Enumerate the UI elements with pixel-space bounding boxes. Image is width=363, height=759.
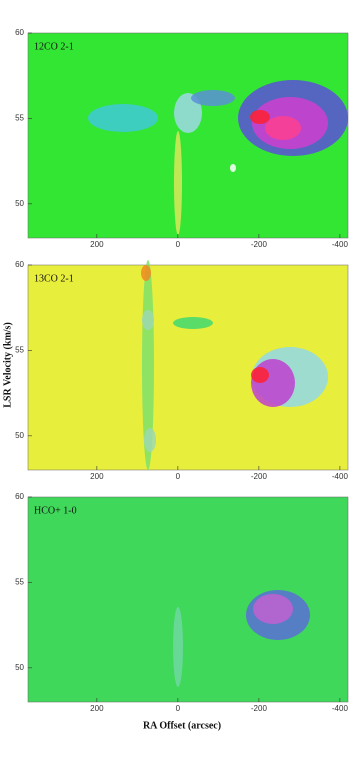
x-tick-label: -400 [332, 472, 349, 481]
emission-region [174, 131, 182, 235]
y-tick-label: 55 [15, 578, 24, 587]
y-tick-label: 60 [15, 260, 24, 269]
x-tick-label: 0 [176, 240, 181, 249]
x-tick-label: -400 [332, 704, 349, 713]
panel-label: HCO+ 1-0 [34, 505, 77, 516]
panel [27, 260, 349, 471]
x-tick-label: -200 [251, 240, 268, 249]
emission-region [253, 594, 293, 624]
y-tick-label: 55 [15, 114, 24, 123]
x-tick-label: 200 [90, 472, 104, 481]
y-tick-label: 55 [15, 346, 24, 355]
emission-region [88, 104, 158, 132]
x-tick-label: 200 [90, 704, 104, 713]
y-tick-label: 50 [15, 663, 24, 672]
x-axis-label: RA Offset (arcsec) [143, 720, 221, 731]
emission-region [230, 164, 236, 172]
x-tick-label: -200 [251, 472, 268, 481]
emission-region [141, 265, 151, 281]
y-tick-label: 60 [15, 492, 24, 501]
y-tick-label: 60 [15, 28, 24, 37]
emission-region [144, 428, 156, 452]
y-axis-label: LSR Velocity (km/s) [2, 322, 13, 408]
emission-region [174, 93, 202, 133]
panel-label: 13CO 2-1 [34, 273, 74, 284]
panel-label: 12CO 2-1 [34, 41, 74, 52]
emission-region [173, 607, 183, 687]
emission-region [173, 317, 213, 329]
emission-region [251, 359, 295, 407]
x-tick-label: 0 [176, 472, 181, 481]
panel [27, 32, 349, 239]
emission-region [265, 116, 301, 140]
x-tick-label: 200 [90, 240, 104, 249]
emission-region [251, 367, 269, 383]
x-tick-label: 0 [176, 704, 181, 713]
emission-region [250, 110, 270, 124]
x-tick-label: -200 [251, 704, 268, 713]
y-tick-label: 50 [15, 431, 24, 440]
emission-region [191, 90, 235, 106]
y-tick-label: 50 [15, 199, 24, 208]
emission-region [142, 310, 154, 330]
panel [27, 496, 349, 703]
x-tick-label: -400 [332, 240, 349, 249]
